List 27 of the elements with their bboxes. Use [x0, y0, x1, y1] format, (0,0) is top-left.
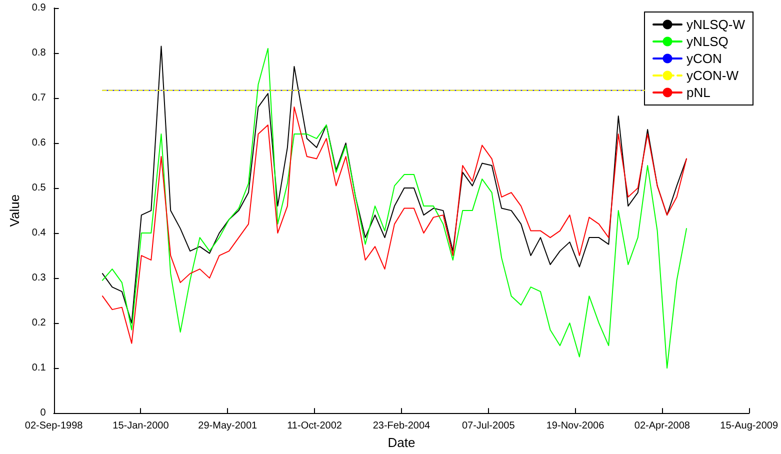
x-tick-label: 11-Oct-2002 — [287, 420, 342, 432]
legend-label: pNL — [686, 85, 710, 100]
y-tick-label: 0.6 — [32, 138, 46, 149]
legend-label: yCON-W — [686, 68, 740, 83]
y-axis-title: Value — [7, 194, 22, 227]
x-tick-label: 29-May-2001 — [198, 420, 258, 432]
x-tick-label: 02-Apr-2008 — [634, 420, 690, 432]
line-series — [102, 106, 688, 344]
y-tick-label: 0.4 — [32, 228, 46, 239]
legend-label: yNLSQ — [686, 34, 728, 49]
y-tick-label: 0 — [40, 408, 46, 419]
y-tick-label: 0.8 — [32, 48, 46, 59]
x-tick-label: 02-Sep-1998 — [24, 420, 84, 432]
x-tick-label: 23-Feb-2004 — [372, 420, 431, 432]
legend-label: yCON — [686, 51, 722, 66]
y-tick-label: 0.5 — [32, 182, 46, 194]
y-tick-label: 0.7 — [32, 92, 46, 104]
y-tick-label: 0.2 — [32, 318, 46, 329]
x-tick-label: 15-Aug-2009 — [720, 420, 778, 432]
x-tick-label: 15-Jan-2000 — [112, 420, 170, 432]
y-tick-label: 0.3 — [32, 272, 46, 284]
x-tick-label: 19-Nov-2006 — [546, 420, 605, 432]
x-tick-label: 07-Jul-2005 — [462, 420, 516, 432]
x-axis-title: Date — [388, 435, 416, 450]
legend-label: yNLSQ-W — [686, 17, 746, 32]
y-tick-label: 0.9 — [32, 2, 46, 14]
y-tick-label: 0.1 — [32, 362, 46, 374]
